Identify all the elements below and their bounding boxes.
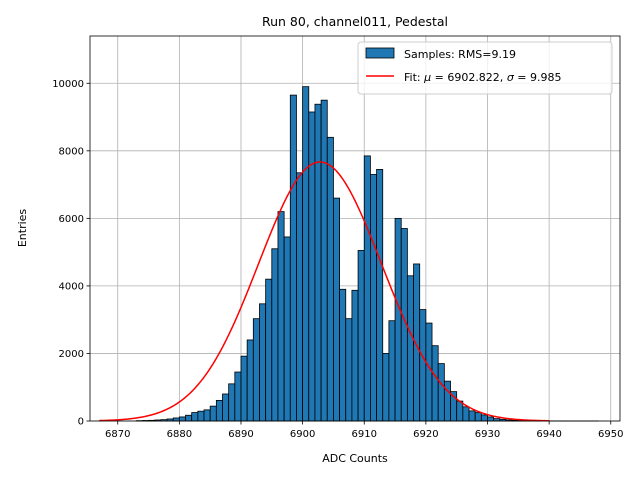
legend-fit-label: Fit: μ = 6902.822, σ = 9.985 bbox=[404, 71, 562, 84]
histogram-bar bbox=[388, 320, 396, 422]
histogram-bar bbox=[228, 383, 236, 422]
histogram-bar bbox=[345, 318, 353, 422]
x-axis-ticks: 6870 6880 6890 6900 6910 6920 6930 6940 6950 bbox=[105, 421, 623, 440]
y-tick-label: 4000 bbox=[59, 281, 84, 292]
x-tick-label: 6900 bbox=[290, 429, 315, 440]
x-tick-label: 6870 bbox=[105, 429, 130, 440]
histogram-bar bbox=[296, 172, 304, 422]
histogram-bar bbox=[283, 236, 291, 422]
histogram-bar bbox=[314, 103, 322, 422]
y-tick-label: 8000 bbox=[59, 146, 84, 157]
histogram-bar bbox=[265, 278, 273, 422]
histogram-bar bbox=[191, 412, 199, 422]
histogram-bar bbox=[487, 416, 495, 422]
x-axis-label: ADC Counts bbox=[322, 452, 388, 465]
histogram-bar bbox=[234, 371, 242, 422]
histogram-bar bbox=[370, 174, 377, 422]
histogram-bar bbox=[209, 405, 217, 422]
histogram-bar bbox=[376, 168, 384, 422]
histogram-bar bbox=[419, 309, 427, 422]
histogram-bar bbox=[339, 288, 347, 422]
x-tick-label: 6910 bbox=[352, 429, 377, 440]
y-tick-label: 2000 bbox=[59, 349, 84, 360]
histogram-bar bbox=[320, 99, 328, 422]
histogram-bar bbox=[172, 417, 180, 422]
histogram-bar bbox=[252, 318, 260, 422]
x-tick-label: 6940 bbox=[536, 429, 561, 440]
x-tick-label: 6890 bbox=[228, 429, 253, 440]
y-tick-label: 10000 bbox=[52, 79, 84, 90]
histogram-bar bbox=[480, 414, 488, 422]
x-tick-label: 6950 bbox=[598, 429, 623, 440]
legend: Samples: RMS=9.19 Fit: μ = 6902.822, σ =… bbox=[357, 41, 613, 95]
chart-title: Run 80, channel011, Pedestal bbox=[262, 14, 448, 29]
histogram-bar bbox=[468, 410, 476, 422]
histogram-bar bbox=[462, 406, 470, 422]
histogram-bar bbox=[333, 197, 340, 422]
y-tick-label: 0 bbox=[78, 417, 84, 428]
histogram-bar bbox=[302, 86, 310, 422]
histogram-bar bbox=[326, 136, 334, 422]
histogram-bar bbox=[351, 289, 359, 422]
histogram-bar bbox=[363, 155, 371, 422]
legend-box bbox=[357, 41, 613, 95]
histogram-bar bbox=[357, 250, 365, 422]
histogram-bar bbox=[277, 211, 285, 422]
x-tick-label: 6920 bbox=[413, 429, 438, 440]
histogram-bar bbox=[431, 345, 439, 422]
legend-samples-label: Samples: RMS=9.19 bbox=[404, 48, 516, 61]
histogram-bar bbox=[394, 217, 402, 422]
histogram-bar bbox=[240, 355, 248, 422]
histogram-bar bbox=[185, 414, 193, 422]
histogram-bar bbox=[271, 248, 279, 422]
y-tick-label: 6000 bbox=[59, 214, 84, 225]
histogram-bar bbox=[203, 409, 211, 422]
gaussian-fit-line bbox=[99, 161, 550, 422]
histogram-bar bbox=[215, 399, 223, 422]
histogram-bar bbox=[178, 416, 186, 422]
histogram-bar bbox=[197, 410, 205, 422]
plot-frame bbox=[89, 35, 621, 422]
histogram-bar bbox=[289, 94, 297, 422]
legend-samples-patch bbox=[365, 47, 395, 59]
histogram-bar bbox=[474, 412, 482, 422]
histogram-bar bbox=[382, 353, 390, 422]
histogram-bar bbox=[246, 339, 254, 422]
x-tick-label: 6880 bbox=[167, 429, 192, 440]
y-axis-ticks: 0 2000 4000 6000 8000 10000 bbox=[52, 79, 90, 428]
histogram-bar bbox=[308, 111, 316, 422]
histogram-bar bbox=[437, 363, 445, 422]
histogram-bar bbox=[259, 303, 267, 422]
x-tick-label: 6930 bbox=[475, 429, 500, 440]
histogram-bar bbox=[443, 380, 451, 422]
histogram-bar bbox=[456, 400, 464, 422]
histogram-bar bbox=[406, 275, 414, 422]
histogram-bar bbox=[222, 393, 230, 422]
histogram-bar bbox=[425, 322, 433, 422]
y-axis-label: Entries bbox=[16, 209, 29, 248]
histogram-bars bbox=[135, 86, 599, 422]
